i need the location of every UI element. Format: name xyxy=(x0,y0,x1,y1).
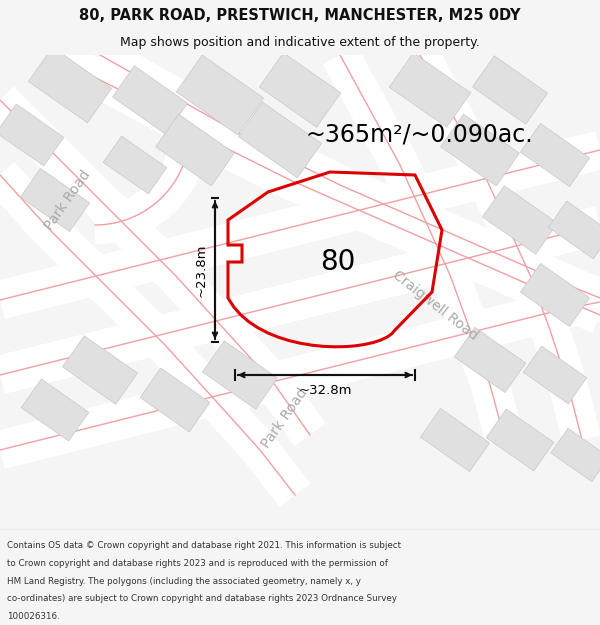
Text: ~23.8m: ~23.8m xyxy=(194,243,208,297)
Text: Map shows position and indicative extent of the property.: Map shows position and indicative extent… xyxy=(120,36,480,49)
Polygon shape xyxy=(155,114,235,186)
Polygon shape xyxy=(551,428,600,482)
Text: 80: 80 xyxy=(320,248,356,276)
Polygon shape xyxy=(62,336,137,404)
Polygon shape xyxy=(389,52,471,127)
Polygon shape xyxy=(520,264,590,326)
Polygon shape xyxy=(472,56,548,124)
Polygon shape xyxy=(28,47,112,123)
Polygon shape xyxy=(523,346,587,404)
Polygon shape xyxy=(103,136,167,194)
Polygon shape xyxy=(259,52,341,127)
Text: to Crown copyright and database rights 2023 and is reproduced with the permissio: to Crown copyright and database rights 2… xyxy=(7,559,388,568)
Text: ~365m²/~0.090ac.: ~365m²/~0.090ac. xyxy=(305,123,533,147)
Polygon shape xyxy=(482,186,557,254)
Polygon shape xyxy=(548,201,600,259)
Text: HM Land Registry. The polygons (including the associated geometry, namely x, y: HM Land Registry. The polygons (includin… xyxy=(7,576,361,586)
Polygon shape xyxy=(421,409,490,471)
Text: ~32.8m: ~32.8m xyxy=(298,384,352,398)
Polygon shape xyxy=(238,102,322,178)
Text: 80, PARK ROAD, PRESTWICH, MANCHESTER, M25 0DY: 80, PARK ROAD, PRESTWICH, MANCHESTER, M2… xyxy=(79,8,521,23)
Text: co-ordinates) are subject to Crown copyright and database rights 2023 Ordnance S: co-ordinates) are subject to Crown copyr… xyxy=(7,594,397,603)
Polygon shape xyxy=(520,124,590,186)
Text: Craigwell Road: Craigwell Road xyxy=(390,268,480,342)
Polygon shape xyxy=(112,66,188,134)
Polygon shape xyxy=(486,409,554,471)
Text: Park Road: Park Road xyxy=(42,168,94,232)
Polygon shape xyxy=(440,114,520,186)
Polygon shape xyxy=(0,104,64,166)
Polygon shape xyxy=(21,379,89,441)
Polygon shape xyxy=(176,55,263,135)
Text: 100026316.: 100026316. xyxy=(7,612,60,621)
Polygon shape xyxy=(140,368,210,432)
Text: Park Road: Park Road xyxy=(259,386,311,451)
Polygon shape xyxy=(202,341,278,409)
Polygon shape xyxy=(454,328,526,392)
Text: Contains OS data © Crown copyright and database right 2021. This information is : Contains OS data © Crown copyright and d… xyxy=(7,541,401,551)
Polygon shape xyxy=(20,169,89,231)
